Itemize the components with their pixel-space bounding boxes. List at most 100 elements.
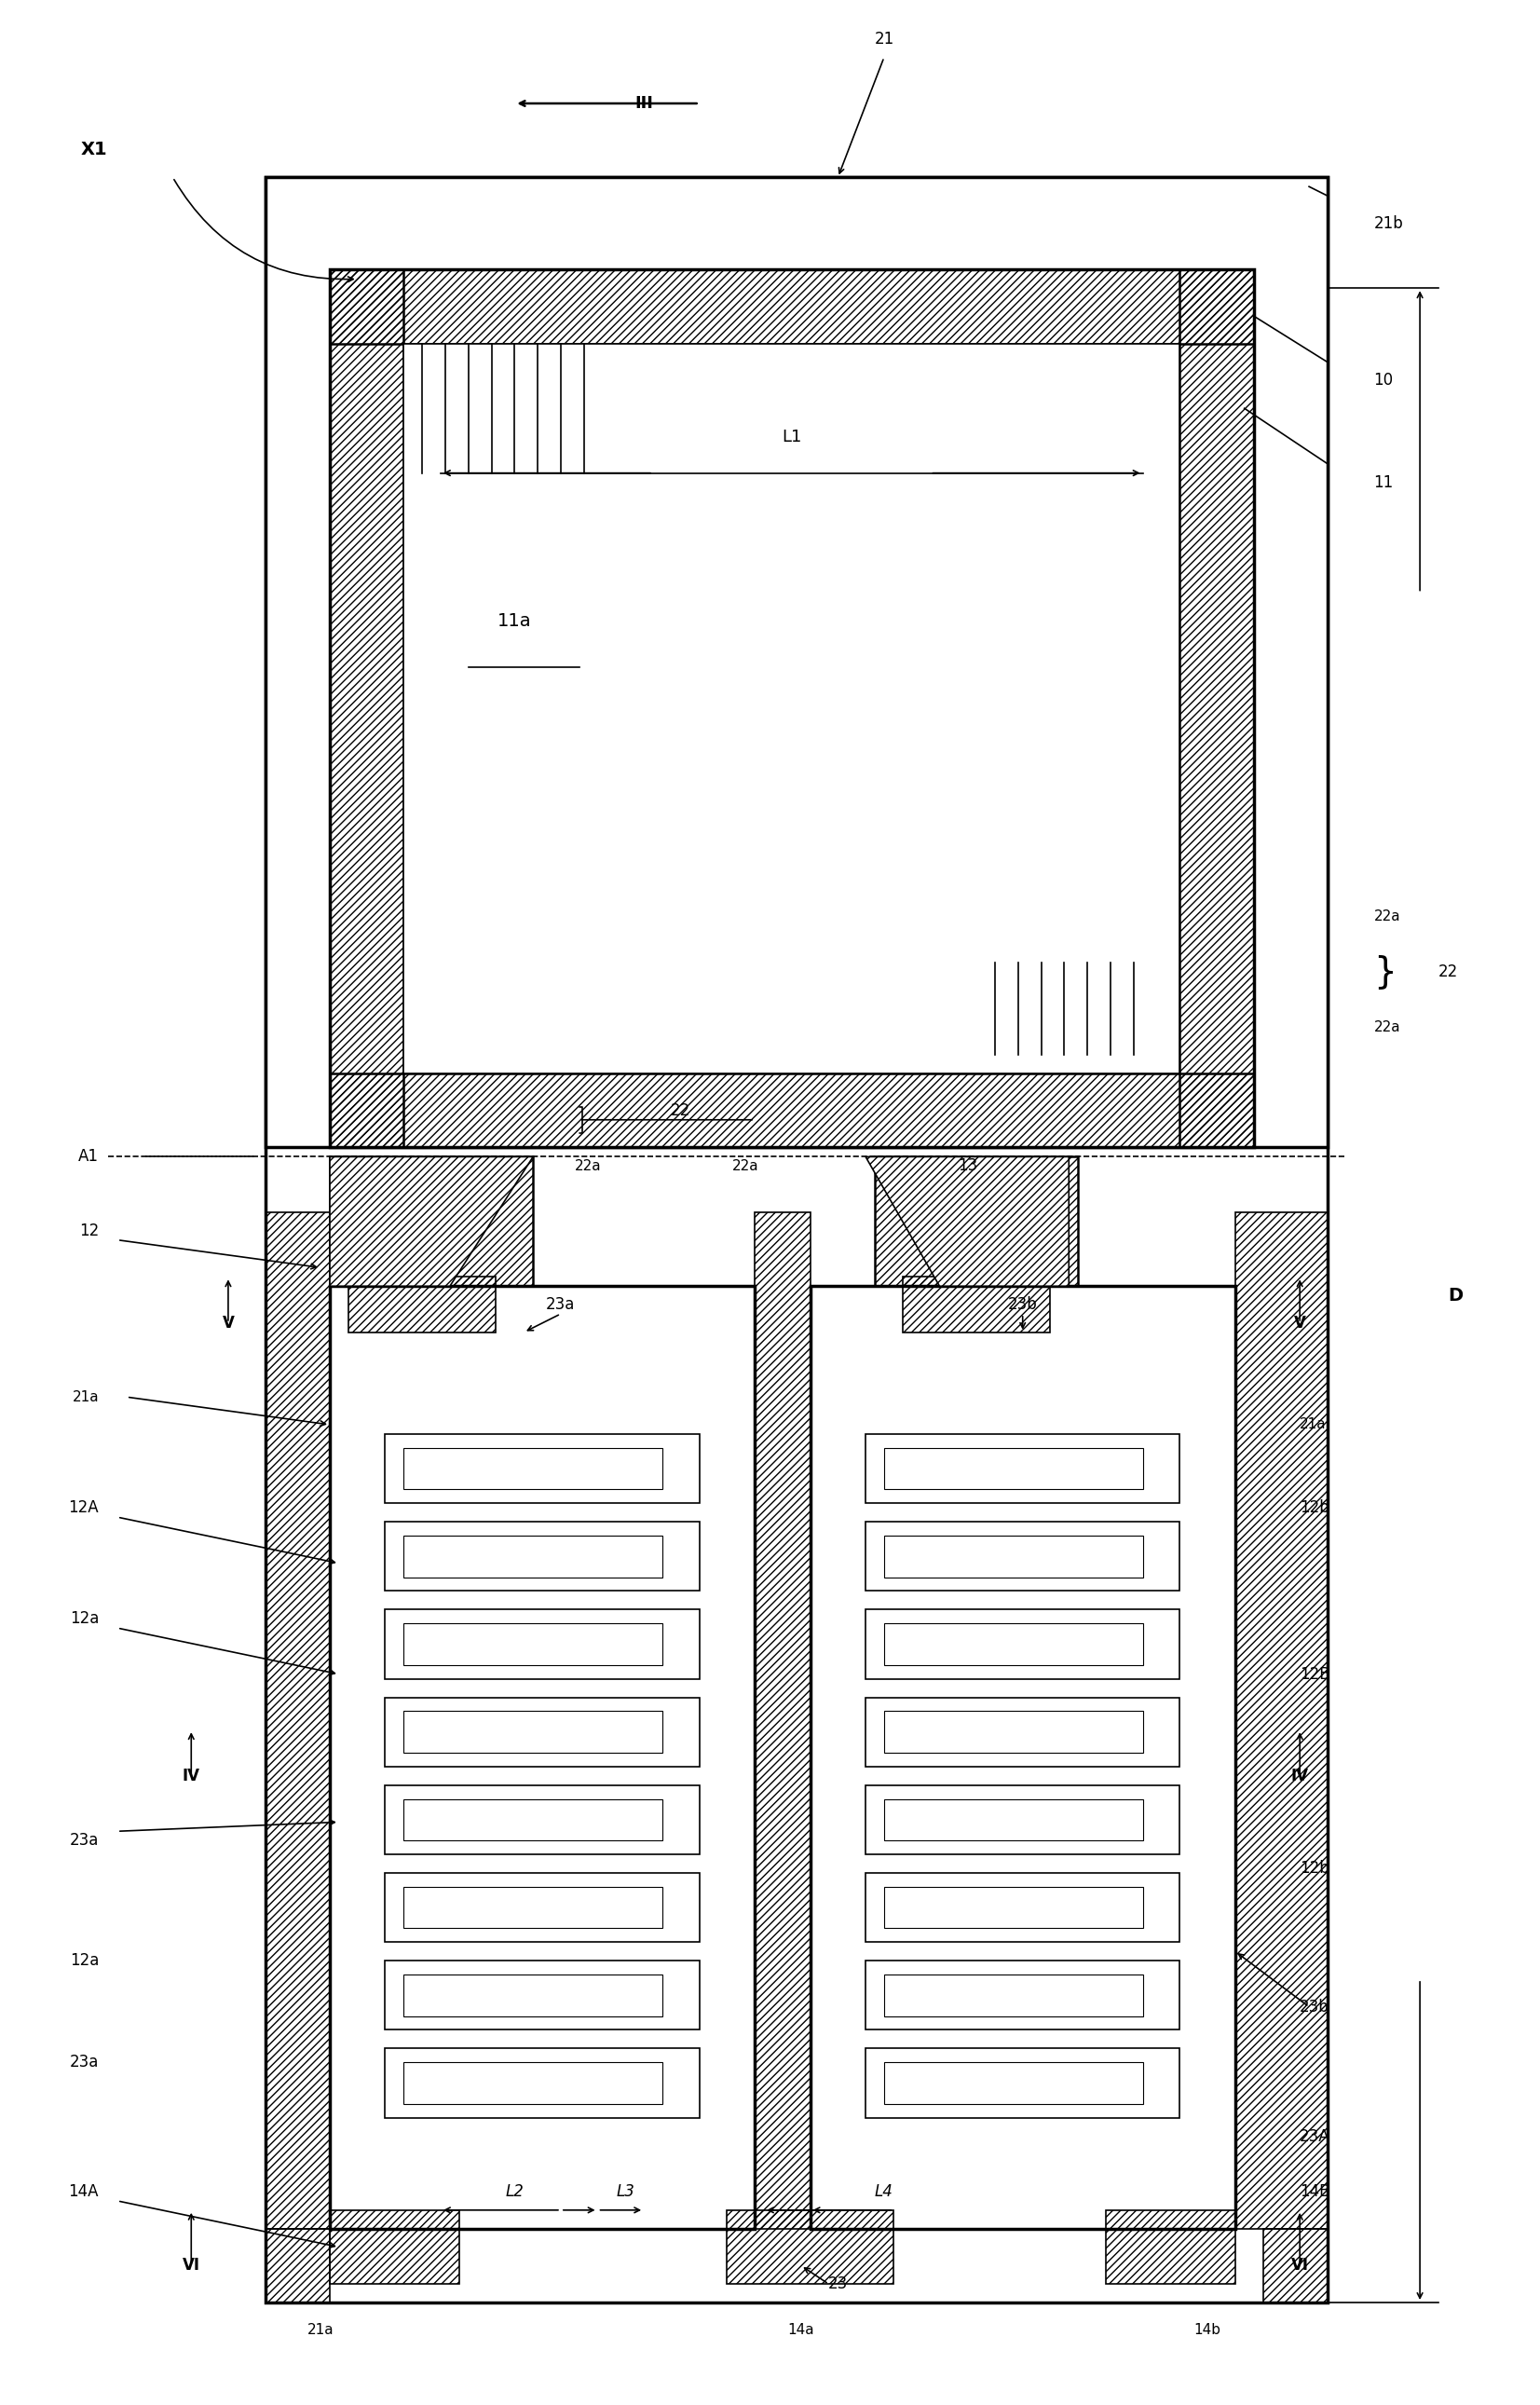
Bar (403, 1623, 662, 1664)
Bar (265, 178, 1327, 1147)
Text: 23a: 23a (547, 1296, 576, 1313)
Text: VI: VI (1291, 2258, 1309, 2273)
Bar (385, 1522, 699, 1592)
Text: 14A: 14A (69, 2184, 99, 2201)
Text: L2: L2 (505, 2184, 524, 2201)
Bar (330, 1157, 533, 1287)
Bar (330, 269, 1254, 344)
Text: L3: L3 (616, 2184, 634, 2201)
Text: X1: X1 (80, 142, 108, 159)
Bar (403, 1886, 662, 1929)
Text: 22a: 22a (732, 1159, 759, 1174)
Text: IV: IV (1291, 1768, 1309, 1785)
Bar (865, 1960, 1180, 2030)
Bar (330, 2210, 459, 2285)
Bar (884, 1448, 1143, 1489)
Text: III: III (634, 96, 653, 111)
Text: 22a: 22a (1374, 1020, 1400, 1034)
Bar (1235, 1212, 1327, 2229)
Bar (385, 1433, 699, 1503)
Bar (884, 2061, 1143, 2104)
Text: 23b: 23b (1007, 1296, 1038, 1313)
Text: 23a: 23a (69, 1833, 99, 1849)
Bar (330, 269, 403, 1147)
Text: 12A: 12A (68, 1498, 99, 1515)
Bar (385, 1960, 699, 2030)
Text: 10: 10 (1374, 373, 1394, 390)
Bar (865, 2049, 1180, 2119)
Text: IV: IV (182, 1768, 200, 1785)
Bar (884, 1975, 1143, 2015)
Bar (1180, 269, 1254, 1147)
Text: 12a: 12a (69, 1611, 99, 1628)
Bar (884, 1710, 1143, 1753)
Bar (385, 1698, 699, 1768)
Text: 22: 22 (671, 1101, 691, 1118)
Bar (265, 2229, 330, 2302)
Text: V: V (222, 1316, 234, 1332)
Bar (403, 1710, 662, 1753)
Text: 11: 11 (1374, 474, 1394, 491)
Bar (403, 1537, 662, 1578)
Bar (403, 1448, 662, 1489)
Bar (902, 1277, 1050, 1332)
Bar (385, 2049, 699, 2119)
Text: 12a: 12a (69, 1953, 99, 1970)
Text: 21b: 21b (1374, 214, 1403, 231)
Text: 21: 21 (875, 31, 895, 48)
Text: 12b: 12b (1300, 1859, 1329, 1876)
Bar (865, 1609, 1180, 1679)
Bar (727, 2210, 893, 2285)
Text: 14B: 14B (1300, 2184, 1331, 2201)
Text: D: D (1448, 1287, 1463, 1304)
Bar (1106, 2210, 1235, 2285)
Bar (865, 1873, 1180, 1943)
Text: 22a: 22a (1374, 909, 1400, 924)
Text: L1: L1 (782, 428, 802, 445)
Text: L4: L4 (875, 2184, 893, 2201)
Bar (265, 1212, 330, 2229)
Polygon shape (330, 1157, 533, 1287)
Bar (403, 1799, 662, 1840)
Text: 23A: 23A (1300, 2128, 1331, 2145)
Polygon shape (865, 1157, 1069, 1287)
Bar (865, 1433, 1180, 1503)
Text: 21a: 21a (308, 2323, 334, 2338)
Bar (348, 1277, 496, 1332)
Bar (403, 344, 1180, 1073)
Text: 22a: 22a (574, 1159, 602, 1174)
Text: 14a: 14a (787, 2323, 815, 2338)
Bar (884, 1623, 1143, 1664)
Bar (755, 1212, 810, 2229)
Text: A1: A1 (79, 1147, 99, 1164)
Text: 13: 13 (958, 1157, 978, 1174)
Text: 21a: 21a (1300, 1417, 1326, 1431)
Bar (403, 2061, 662, 2104)
Bar (865, 1522, 1180, 1592)
Bar (875, 1157, 1078, 1287)
Text: 14b: 14b (1194, 2323, 1221, 2338)
Bar (385, 1873, 699, 1943)
Bar (865, 1698, 1180, 1768)
Text: 23: 23 (829, 2275, 849, 2292)
Bar (330, 1287, 755, 2229)
Text: 21a: 21a (72, 1390, 99, 1405)
Bar (810, 1287, 1235, 2229)
Text: 12b: 12b (1300, 1498, 1329, 1515)
Text: 11a: 11a (497, 611, 531, 630)
Bar (884, 1886, 1143, 1929)
Bar (330, 269, 1254, 1147)
Bar (330, 1073, 1254, 1147)
Bar (385, 1785, 699, 1854)
Bar (1263, 2229, 1327, 2302)
Text: VI: VI (182, 2258, 200, 2273)
Bar (403, 1975, 662, 2015)
Text: 12B: 12B (1300, 1667, 1331, 1683)
Text: 22: 22 (1438, 964, 1458, 981)
Text: 12: 12 (79, 1222, 99, 1239)
Text: 23b: 23b (1300, 1999, 1329, 2015)
Text: 23a: 23a (69, 2054, 99, 2071)
Text: V: V (1294, 1316, 1306, 1332)
Bar (385, 1609, 699, 1679)
Bar (884, 1799, 1143, 1840)
